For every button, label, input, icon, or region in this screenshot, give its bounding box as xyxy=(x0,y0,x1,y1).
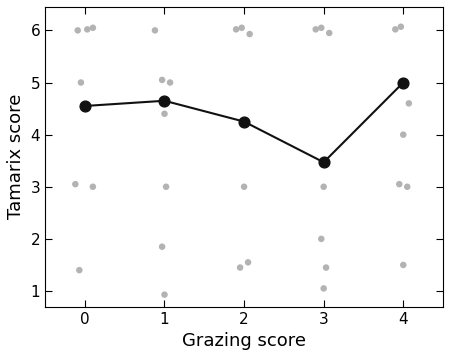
X-axis label: Grazing score: Grazing score xyxy=(182,332,306,350)
Point xyxy=(320,160,327,165)
Point xyxy=(396,181,403,187)
Point xyxy=(237,265,244,270)
Point xyxy=(161,98,168,104)
Point xyxy=(400,262,407,268)
Point xyxy=(400,80,407,85)
Point xyxy=(158,244,166,250)
Point xyxy=(81,103,89,109)
Point xyxy=(158,77,166,83)
Point xyxy=(392,26,399,32)
Point xyxy=(74,27,81,33)
Point xyxy=(161,292,168,297)
Point xyxy=(326,30,333,36)
Point xyxy=(400,132,407,137)
Point xyxy=(240,184,248,190)
Point xyxy=(240,119,248,125)
Point xyxy=(397,24,405,30)
Point xyxy=(76,267,83,273)
Point xyxy=(161,111,168,117)
Point xyxy=(72,181,79,187)
Y-axis label: Tamarix score: Tamarix score xyxy=(7,94,25,220)
Point xyxy=(323,265,330,270)
Point xyxy=(320,184,327,190)
Point xyxy=(151,27,158,33)
Point xyxy=(244,260,252,265)
Point xyxy=(89,184,96,190)
Point xyxy=(162,184,170,190)
Point xyxy=(318,25,325,31)
Point xyxy=(77,80,85,85)
Point xyxy=(318,236,325,242)
Point xyxy=(233,26,240,32)
Point xyxy=(84,26,91,32)
Point xyxy=(312,26,319,32)
Point xyxy=(89,25,96,31)
Point xyxy=(166,80,174,85)
Point xyxy=(238,25,245,31)
Point xyxy=(246,31,253,37)
Point xyxy=(405,101,413,106)
Point xyxy=(320,286,327,291)
Point xyxy=(404,184,411,190)
